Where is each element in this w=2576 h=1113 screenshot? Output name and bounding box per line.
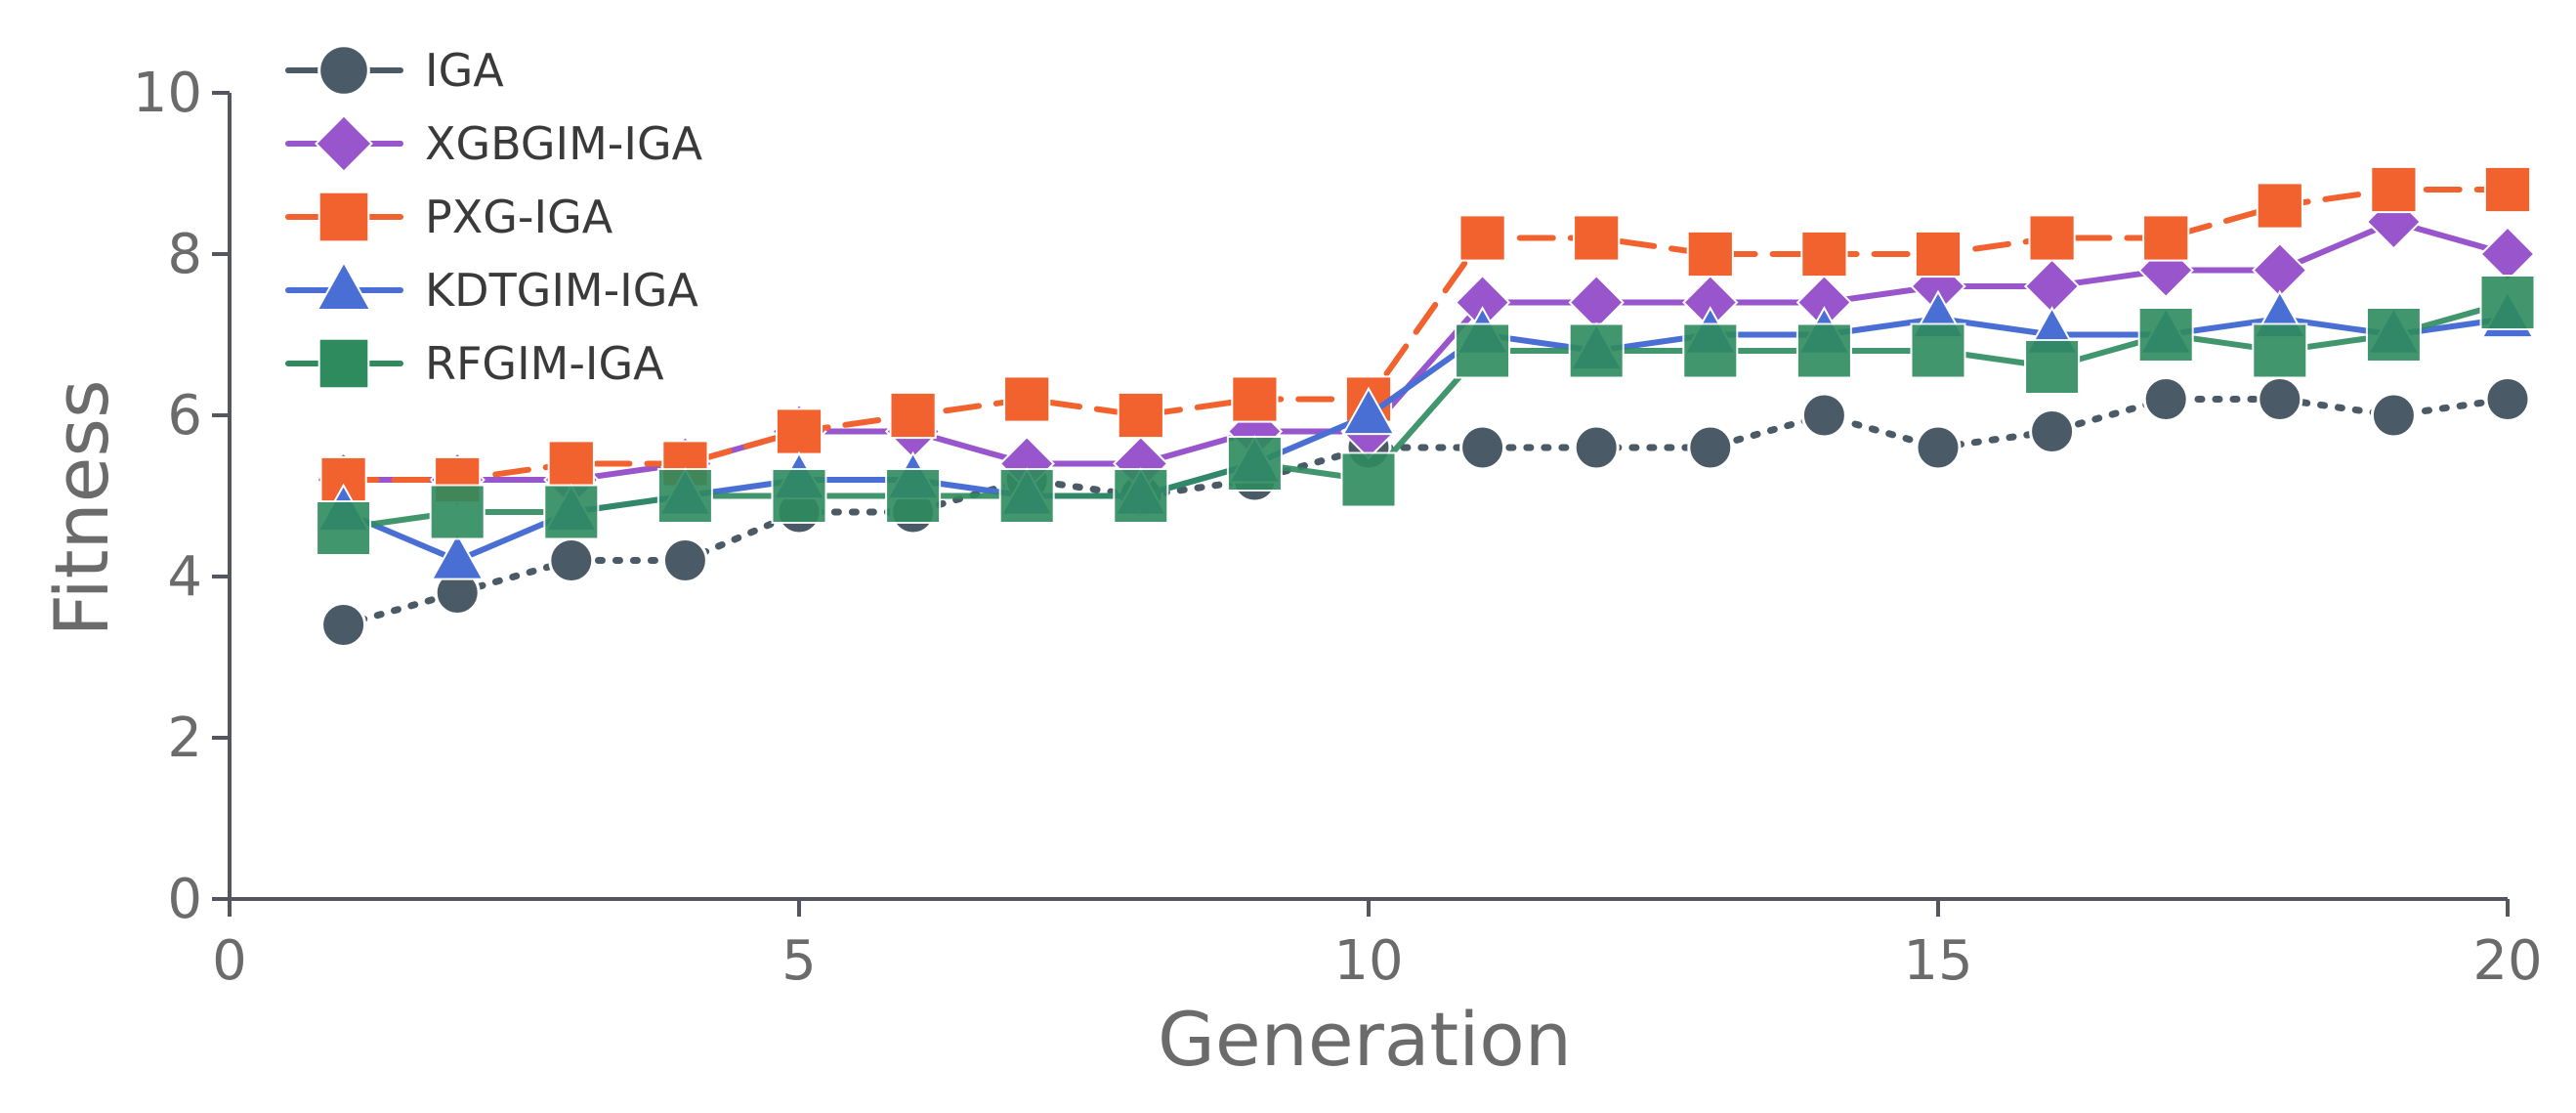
data-point-pxg-iga (1003, 375, 1051, 423)
legend-item-kdtgim-iga: KDTGIM-IGA (285, 260, 698, 317)
data-point-rfgim-iga (1910, 322, 1966, 379)
legend-marker-kdtgim-iga (316, 260, 372, 311)
data-point-rfgim-iga (2024, 339, 2081, 395)
data-point-rfgim-iga (1455, 322, 1511, 379)
legend-item-iga: IGA (285, 44, 504, 97)
data-point-rfgim-iga (998, 468, 1055, 524)
x-tick-label: 0 (212, 929, 247, 993)
data-point-pxg-iga (1458, 214, 1506, 262)
legend-item-xgbgim-iga: XGBGIM-IGA (285, 114, 703, 173)
legend: IGA XGBGIM-IGA PXG-IGA KDTGIM-IGA RFGIM-IGA (285, 44, 703, 390)
data-point-rfgim-iga (771, 468, 827, 524)
data-point-xgbgim-iga (2252, 241, 2308, 299)
legend-item-pxg-iga: PXG-IGA (285, 191, 613, 243)
x-tick-label: 5 (781, 929, 817, 993)
data-point-pxg-iga (2256, 182, 2303, 230)
data-point-rfgim-iga (2365, 307, 2422, 363)
data-point-iga (320, 602, 367, 648)
x-tick-label: 10 (1333, 929, 1403, 993)
data-point-rfgim-iga (1682, 322, 1739, 379)
data-point-iga (1573, 424, 1620, 471)
data-point-iga (2142, 376, 2189, 422)
data-point-pxg-iga (775, 407, 823, 455)
series-pxg-iga (319, 165, 2532, 504)
legend-marker-iga (317, 44, 370, 97)
legend-label-xgbgim-iga: XGBGIM-IGA (425, 117, 703, 170)
data-point-iga (2484, 376, 2531, 422)
data-point-kdtgim-iga (430, 532, 485, 580)
data-point-iga (1459, 424, 1506, 471)
data-point-rfgim-iga (2137, 307, 2194, 363)
data-point-pxg-iga (547, 440, 595, 488)
legend-label-rfgim-iga: RFGIM-IGA (425, 337, 664, 390)
x-tick-label: 15 (1903, 929, 1972, 993)
data-point-iga (2370, 392, 2417, 439)
data-point-pxg-iga (2142, 214, 2190, 262)
data-point-pxg-iga (2028, 214, 2076, 262)
legend-label-iga: IGA (425, 44, 504, 97)
y-tick-label: 10 (133, 62, 202, 125)
series-rfgim-iga (316, 275, 2536, 556)
series-layer (315, 165, 2536, 648)
y-tick-label: 4 (167, 545, 202, 609)
data-point-iga (2257, 376, 2303, 422)
data-point-iga (1687, 424, 1734, 471)
data-point-pxg-iga (1914, 230, 1963, 278)
data-point-iga (2029, 408, 2076, 454)
data-point-xgbgim-iga (2479, 226, 2536, 282)
data-point-pxg-iga (1573, 214, 1621, 262)
data-point-pxg-iga (319, 455, 367, 504)
data-point-iga (1800, 392, 1847, 439)
data-point-rfgim-iga (1113, 468, 1169, 524)
y-tick-label: 8 (167, 223, 202, 286)
data-point-pxg-iga (2483, 165, 2532, 214)
series-kdtgim-iga (316, 289, 2535, 580)
y-tick-label: 2 (167, 706, 202, 770)
y-tick-label: 6 (167, 384, 202, 448)
y-tick-label: 0 (167, 868, 202, 931)
legend-label-kdtgim-iga: KDTGIM-IGA (425, 264, 698, 317)
data-point-rfgim-iga (1226, 436, 1283, 492)
data-point-iga (548, 537, 595, 583)
data-point-rfgim-iga (1795, 322, 1852, 379)
data-point-iga (1915, 424, 1962, 471)
data-point-pxg-iga (889, 391, 937, 440)
data-point-rfgim-iga (885, 468, 942, 524)
data-point-pxg-iga (1800, 230, 1848, 278)
data-point-pxg-iga (1231, 375, 1279, 423)
data-point-rfgim-iga (2252, 322, 2308, 379)
data-point-pxg-iga (1686, 230, 1734, 278)
data-point-xgbgim-iga (1568, 274, 1625, 331)
legend-marker-xgbgim-iga (315, 114, 373, 173)
data-point-rfgim-iga (1568, 322, 1625, 379)
data-point-xgbgim-iga (2023, 258, 2081, 315)
legend-marker-pxg-iga (317, 191, 370, 243)
axes-layer: 0 2 4 6 8 10 0 5 10 15 20 (133, 62, 2543, 993)
legend-item-rfgim-iga: RFGIM-IGA (285, 337, 664, 390)
data-point-rfgim-iga (429, 484, 486, 540)
data-point-rfgim-iga (316, 500, 372, 556)
legend-marker-rfgim-iga (317, 337, 370, 390)
x-axis-title: Generation (1158, 996, 1572, 1083)
data-point-pxg-iga (1117, 391, 1164, 440)
data-point-kdtgim-iga (1341, 386, 1396, 436)
data-point-iga (661, 537, 708, 583)
data-point-rfgim-iga (1340, 451, 1397, 508)
data-point-rfgim-iga (656, 468, 713, 524)
data-point-rfgim-iga (543, 484, 600, 540)
data-point-pxg-iga (2370, 165, 2418, 214)
legend-label-pxg-iga: PXG-IGA (425, 191, 613, 243)
y-axis-title: Fitness (38, 379, 125, 636)
data-point-rfgim-iga (2479, 275, 2536, 330)
x-tick-label: 20 (2472, 929, 2542, 993)
